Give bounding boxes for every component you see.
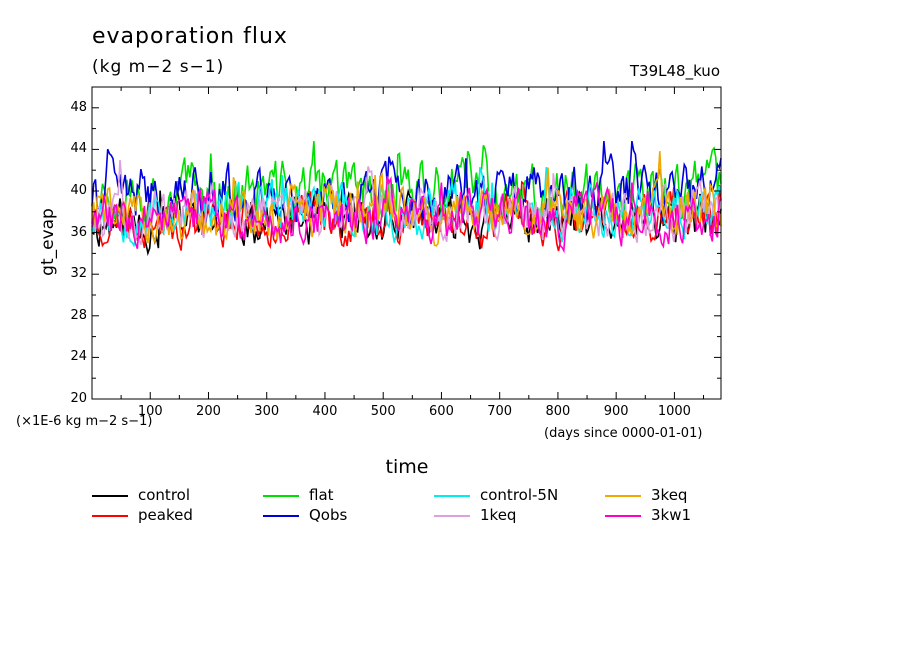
x-tick-label: 800: [545, 404, 571, 419]
x-tick-label: 400: [312, 404, 338, 419]
x-tick-label: 1000: [657, 404, 691, 419]
series-line-control-5N: [91, 166, 722, 248]
series-layer: [91, 140, 722, 257]
x-unit-note: (days since 0000-01-01): [544, 426, 703, 441]
y-tick-label: 36: [70, 224, 87, 240]
legend-label: flat: [309, 486, 334, 504]
legend-swatch: [263, 495, 299, 497]
chart-title: evaporation flux: [92, 24, 288, 49]
x-tick-label: 100: [137, 404, 163, 419]
x-axis-label: time: [385, 456, 429, 478]
legend-swatch: [605, 515, 641, 517]
y-scale-note: (×1E-6 kg m−2 s−1): [16, 414, 153, 429]
x-tick-label: 600: [429, 404, 454, 419]
y-tick-label: 48: [70, 99, 87, 115]
legend-label: 3keq: [651, 486, 688, 504]
legend-label: 3kw1: [651, 506, 692, 524]
plot-frame: [91, 86, 722, 400]
legend-item: 3keq: [605, 486, 765, 505]
legend-swatch: [92, 495, 128, 497]
x-tick-label: 900: [603, 404, 629, 419]
legend-item: flat: [263, 486, 423, 505]
legend-swatch: [605, 495, 641, 497]
legend-item: 1keq: [434, 506, 594, 525]
y-axis-label: gt_evap: [38, 208, 58, 276]
x-tick-label: 200: [196, 404, 221, 419]
y-tick-label: 24: [70, 349, 87, 365]
legend-label: 1keq: [480, 506, 517, 524]
series-line-3kw1: [91, 176, 722, 254]
y-tick-label: 40: [70, 183, 87, 198]
y-tick-label: 28: [70, 307, 87, 323]
legend-swatch: [434, 515, 470, 517]
y-tick-label: 20: [70, 391, 87, 406]
legend-item: control: [92, 486, 252, 505]
legend-label: control: [138, 486, 190, 504]
legend-label: control-5N: [480, 486, 559, 504]
legend-item: control-5N: [434, 486, 594, 505]
chart-units: (kg m−2 s−1): [92, 57, 225, 77]
legend-swatch: [434, 495, 470, 497]
legend-swatch: [92, 515, 128, 517]
x-tick-label: 700: [487, 404, 513, 419]
y-tick-label: 44: [70, 141, 87, 157]
legend-swatch: [263, 515, 299, 517]
legend-label: Qobs: [309, 506, 348, 524]
y-tick-label: 32: [70, 266, 87, 282]
legend-item: 3kw1: [605, 506, 765, 525]
x-tick-label: 500: [370, 404, 396, 419]
legend-item: peaked: [92, 506, 252, 525]
run-label: T39L48_kuo: [629, 62, 720, 80]
legend-label: peaked: [138, 506, 193, 524]
x-tick-label: 300: [254, 404, 280, 419]
legend-item: Qobs: [263, 506, 423, 525]
ticks-layer: [92, 86, 721, 400]
